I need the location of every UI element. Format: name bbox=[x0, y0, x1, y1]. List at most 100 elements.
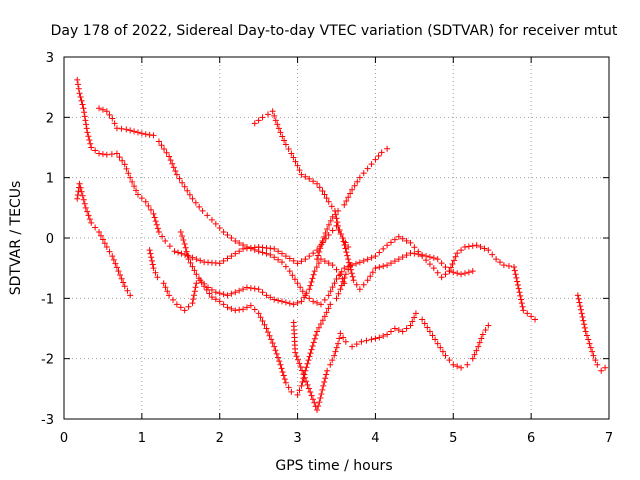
data-point bbox=[183, 248, 190, 255]
data-point bbox=[384, 331, 391, 338]
data-point bbox=[368, 336, 375, 343]
data-point bbox=[271, 343, 278, 350]
data-point bbox=[458, 247, 465, 254]
data-point bbox=[505, 263, 512, 270]
data-point bbox=[319, 317, 326, 324]
data-point bbox=[391, 258, 398, 265]
data-point bbox=[411, 250, 418, 257]
data-point bbox=[333, 295, 340, 302]
data-point bbox=[109, 253, 116, 260]
data-point bbox=[320, 382, 327, 389]
data-point bbox=[442, 271, 449, 278]
data-point bbox=[203, 286, 210, 293]
data-point bbox=[332, 211, 339, 218]
data-point bbox=[511, 267, 518, 274]
data-point bbox=[263, 292, 270, 299]
data-point bbox=[151, 214, 158, 221]
data-point bbox=[99, 106, 106, 113]
data-point bbox=[99, 151, 106, 158]
data-point bbox=[216, 290, 223, 297]
data-point bbox=[127, 292, 134, 299]
data-point bbox=[282, 141, 289, 148]
data-point bbox=[378, 149, 385, 156]
data-point bbox=[473, 347, 480, 354]
data-point bbox=[399, 254, 406, 261]
data-point bbox=[191, 267, 198, 274]
data-point bbox=[419, 253, 426, 260]
data-point bbox=[342, 338, 349, 345]
data-point bbox=[321, 258, 328, 265]
data-point bbox=[298, 382, 305, 389]
data-point bbox=[96, 228, 103, 235]
data-point bbox=[335, 207, 342, 214]
data-point bbox=[85, 212, 92, 219]
data-point bbox=[442, 352, 449, 359]
data-point bbox=[515, 285, 522, 292]
data-point bbox=[269, 339, 276, 346]
data-point bbox=[489, 251, 496, 258]
data-point bbox=[329, 357, 336, 364]
x-tick-label: 6 bbox=[527, 431, 535, 446]
data-point bbox=[317, 320, 324, 327]
data-point bbox=[121, 161, 128, 168]
data-point bbox=[259, 317, 266, 324]
data-point bbox=[309, 396, 316, 403]
data-point bbox=[348, 270, 355, 277]
data-point bbox=[315, 252, 322, 259]
data-point bbox=[279, 368, 286, 375]
data-point bbox=[364, 277, 371, 284]
data-point bbox=[116, 154, 123, 161]
data-point bbox=[439, 348, 446, 355]
data-point bbox=[81, 200, 88, 207]
data-point bbox=[337, 286, 344, 293]
data-point bbox=[325, 221, 332, 228]
x-tick-label: 0 bbox=[60, 431, 68, 446]
data-point bbox=[341, 242, 348, 249]
data-point bbox=[403, 252, 410, 259]
data-point bbox=[206, 290, 213, 297]
data-point bbox=[291, 276, 298, 283]
data-point bbox=[464, 361, 471, 368]
data-point bbox=[312, 332, 319, 339]
data-point bbox=[134, 191, 141, 198]
data-point bbox=[388, 328, 394, 335]
data-point bbox=[311, 335, 318, 342]
series-track-9 bbox=[574, 292, 609, 374]
data-point bbox=[461, 270, 468, 277]
data-point bbox=[442, 264, 449, 271]
data-point bbox=[189, 254, 196, 261]
data-point bbox=[310, 339, 317, 346]
data-point bbox=[432, 336, 439, 343]
data-point bbox=[170, 164, 177, 171]
data-point bbox=[581, 324, 588, 331]
data-point bbox=[518, 296, 525, 303]
data-point bbox=[170, 296, 176, 303]
data-point bbox=[311, 399, 318, 406]
data-point bbox=[309, 342, 316, 349]
data-point bbox=[513, 274, 520, 281]
data-point bbox=[173, 301, 180, 308]
data-point bbox=[138, 195, 145, 202]
data-point bbox=[485, 247, 492, 254]
data-point bbox=[407, 239, 414, 246]
data-point bbox=[236, 306, 243, 313]
data-point bbox=[412, 310, 419, 317]
series-track-6 bbox=[251, 108, 352, 251]
data-point bbox=[345, 256, 352, 263]
data-point bbox=[349, 186, 356, 193]
data-point bbox=[314, 328, 321, 335]
data-point bbox=[212, 220, 219, 227]
data-point bbox=[163, 149, 170, 156]
data-point bbox=[147, 250, 154, 257]
data-point bbox=[290, 301, 297, 308]
data-point bbox=[399, 235, 406, 242]
data-point bbox=[178, 250, 185, 257]
data-point bbox=[191, 288, 198, 295]
data-point bbox=[308, 279, 315, 286]
data-point bbox=[343, 249, 350, 256]
data-point bbox=[261, 321, 268, 328]
data-point bbox=[303, 290, 310, 297]
data-point bbox=[421, 320, 428, 327]
data-point bbox=[329, 213, 336, 220]
data-point bbox=[87, 140, 94, 147]
